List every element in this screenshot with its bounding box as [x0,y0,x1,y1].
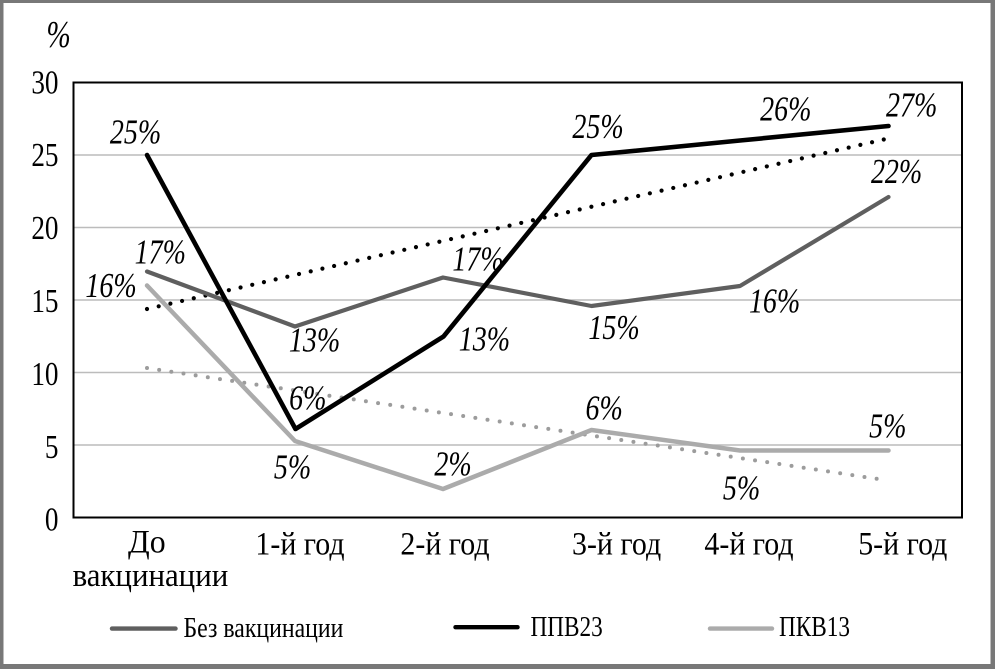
svg-text:вакцинации: вакцинации [73,557,229,593]
svg-text:30: 30 [31,63,58,101]
svg-text:27%: 27% [886,86,937,125]
svg-text:17%: 17% [135,233,186,272]
svg-text:25%: 25% [572,107,623,146]
svg-text:22%: 22% [871,152,922,191]
svg-text:17%: 17% [452,240,503,279]
svg-text:16%: 16% [85,266,136,305]
svg-text:16%: 16% [749,282,800,321]
svg-text:26%: 26% [760,90,811,129]
svg-text:5: 5 [45,428,59,466]
svg-text:ППВ23: ППВ23 [531,611,603,643]
svg-text:2%: 2% [434,445,471,484]
svg-text:3-й год: 3-й год [572,525,661,561]
svg-text:%: % [46,15,70,56]
svg-text:0: 0 [45,501,59,539]
svg-text:6%: 6% [586,389,623,428]
svg-text:5%: 5% [274,447,311,486]
svg-text:13%: 13% [459,319,510,358]
svg-text:15%: 15% [588,308,639,347]
svg-text:25: 25 [31,136,58,174]
svg-text:Без вакцинации: Без вакцинации [184,612,344,643]
svg-text:20: 20 [31,209,58,247]
svg-text:5%: 5% [723,468,760,507]
svg-text:4-й год: 4-й год [704,525,793,561]
svg-text:15: 15 [31,282,58,320]
svg-text:6%: 6% [289,379,326,418]
svg-text:До: До [128,523,166,559]
svg-text:ПКВ13: ПКВ13 [779,611,850,643]
svg-text:13%: 13% [289,321,340,360]
svg-text:1-й год: 1-й год [255,525,344,561]
svg-text:25%: 25% [110,113,161,152]
svg-text:2-й год: 2-й год [400,525,489,561]
svg-text:10: 10 [31,355,58,393]
svg-text:5-й год: 5-й год [858,525,947,561]
svg-text:5%: 5% [869,407,906,446]
